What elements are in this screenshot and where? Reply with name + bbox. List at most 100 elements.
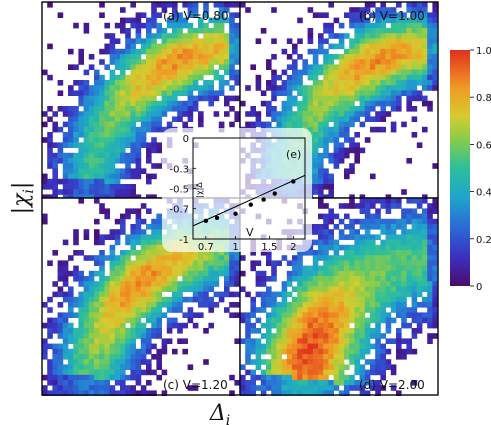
heatmap-cell [432,286,438,292]
heatmap-cell [187,48,194,55]
heatmap-cell [286,369,293,376]
heatmap-cell [224,95,230,102]
heatmap-cell [359,239,366,246]
heatmap-cell [432,322,438,329]
heatmap-cell [218,291,225,298]
heatmap-cell [380,111,386,117]
heatmap-cell [192,250,199,256]
heatmap-cell [427,85,433,91]
heatmap-cell [192,12,199,18]
heatmap-cell [328,276,334,282]
heatmap-cell [307,90,314,96]
heatmap-cell [146,348,152,355]
heatmap-cell [120,369,126,376]
inset-x-tick-label: 2 [290,242,296,253]
heatmap-cell [198,260,204,266]
heatmap-cell [62,239,69,246]
heatmap-cell [344,364,350,370]
heatmap-cell [68,322,74,329]
heatmap-cell [83,307,90,313]
heatmap-cell [161,260,168,266]
heatmap-cell [192,80,199,86]
heatmap-cell [182,348,188,355]
heatmap-cell [364,43,371,50]
heatmap-cell [281,317,288,324]
heatmap-cell [88,178,95,185]
heatmap-cell [203,276,209,282]
heatmap-cell [302,317,308,324]
inset-y-tick-label: 0 [183,134,189,145]
heatmap-cell [94,302,100,308]
heatmap-cell [73,250,79,256]
heatmap-cell [349,203,355,209]
heatmap-cell [156,276,162,282]
heatmap-cell [385,38,392,44]
heatmap-cell [120,302,126,308]
heatmap-cell [187,312,194,318]
heatmap-cell [83,296,90,303]
heatmap-cell [140,369,147,376]
heatmap-cell [83,194,90,200]
heatmap-cell [370,291,376,298]
heatmap-cell [109,286,116,292]
heatmap-cell [109,270,116,277]
heatmap-cell [323,168,329,174]
heatmap-cell [161,255,168,261]
heatmap-cell [156,348,162,355]
heatmap-cell [318,194,324,200]
heatmap-cell [156,229,162,235]
heatmap-cell [109,95,116,102]
heatmap-cell [375,198,381,204]
heatmap-cell [182,250,188,256]
heatmap-cell [271,74,277,81]
heatmap-cell [349,229,355,235]
heatmap-cell [427,234,433,240]
heatmap-cell [333,95,340,102]
heatmap-cell [146,28,152,34]
heatmap-cell [344,333,350,339]
heatmap-cell [266,359,272,365]
heatmap-cell [218,28,225,34]
heatmap-cell [318,33,324,39]
heatmap-cell [192,322,199,329]
heatmap-cell [276,121,282,128]
heatmap-cell [114,239,121,246]
heatmap-cell [354,291,360,298]
heatmap-cell [333,213,340,220]
heatmap-cell [99,74,105,81]
heatmap-cell [338,106,345,112]
heatmap-cell [57,260,64,266]
heatmap-cell [359,224,366,230]
heatmap-cell [99,260,105,266]
heatmap-cell [349,234,355,240]
heatmap-cell [125,126,131,133]
heatmap-cell [213,276,220,282]
heatmap-cell [276,359,282,365]
inset-data-point [261,197,266,202]
heatmap-cell [401,265,407,272]
heatmap-cell [151,95,157,102]
heatmap-cell [130,74,136,81]
heatmap-cell [333,64,340,70]
heatmap-cell [229,12,235,18]
heatmap-cell [109,343,116,350]
heatmap-cell [104,385,110,391]
heatmap-cell [146,17,152,24]
heatmap-cell [187,265,194,272]
heatmap-cell [375,364,381,370]
heatmap-cell [380,85,386,91]
heatmap-cell [370,100,376,107]
heatmap-cell [94,137,100,143]
heatmap-cell [166,250,173,256]
heatmap-cell [177,302,183,308]
heatmap-cell [349,302,355,308]
heatmap-cell [338,333,345,339]
heatmap-cell [385,328,392,334]
heatmap-cell [312,317,319,324]
heatmap-cell [125,343,131,350]
heatmap-cell [349,224,355,230]
heatmap-cell [140,85,147,91]
heatmap-cell [62,163,69,169]
heatmap-cell [135,158,142,164]
heatmap-cell [240,338,246,344]
